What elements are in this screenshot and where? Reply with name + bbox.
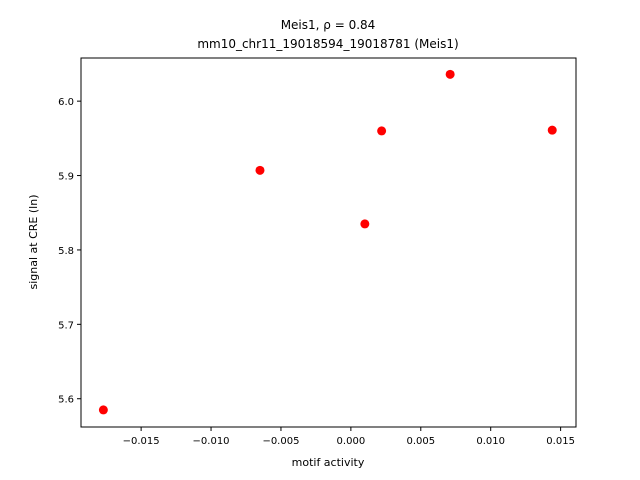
y-axis-label: signal at CRE (ln) [27, 195, 40, 290]
point [377, 126, 387, 136]
point [547, 125, 557, 135]
point [360, 219, 370, 229]
x-tick-label: 0.010 [476, 436, 505, 447]
x-tick-label: 0.000 [337, 436, 366, 447]
x-axis-label: motif activity [292, 456, 365, 469]
point [255, 165, 265, 175]
point [98, 405, 108, 415]
y-tick-label: 5.8 [58, 246, 74, 257]
y-tick-label: 5.9 [58, 172, 74, 183]
chart-subtitle: mm10_chr11_19018594_19018781 (Meis1) [197, 37, 458, 51]
plot-frame [80, 57, 577, 428]
y-tick-label: 5.7 [58, 320, 74, 331]
y-tick-label: 6.0 [58, 97, 74, 108]
x-tick-label: 0.015 [546, 436, 575, 447]
x-tick-label: −0.015 [123, 436, 160, 447]
y-tick-label: 5.6 [58, 395, 74, 406]
point [445, 69, 455, 79]
x-tick-label: −0.010 [193, 436, 230, 447]
chart-title: Meis1, ρ = 0.84 [281, 18, 376, 32]
x-tick-label: −0.005 [262, 436, 299, 447]
x-tick-label: 0.005 [406, 436, 435, 447]
